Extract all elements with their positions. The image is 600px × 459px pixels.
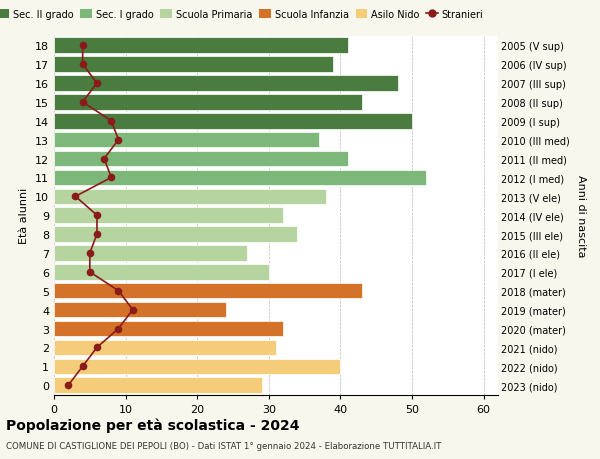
Bar	[54, 114, 412, 129]
Bar	[54, 378, 262, 393]
Text: Popolazione per età scolastica - 2024: Popolazione per età scolastica - 2024	[6, 418, 299, 432]
Bar	[54, 39, 347, 54]
Text: COMUNE DI CASTIGLIONE DEI PEPOLI (BO) - Dati ISTAT 1° gennaio 2024 - Elaborazion: COMUNE DI CASTIGLIONE DEI PEPOLI (BO) - …	[6, 441, 442, 450]
Bar	[54, 264, 269, 280]
Bar	[54, 246, 247, 261]
Bar	[54, 227, 298, 242]
Bar	[54, 95, 362, 111]
Bar	[54, 133, 319, 148]
Bar	[54, 283, 362, 299]
Bar	[54, 76, 398, 91]
Legend: Sec. II grado, Sec. I grado, Scuola Primaria, Scuola Infanzia, Asilo Nido, Stran: Sec. II grado, Sec. I grado, Scuola Prim…	[0, 6, 487, 23]
Bar	[54, 57, 333, 73]
Bar	[54, 340, 276, 355]
Y-axis label: Anni di nascita: Anni di nascita	[576, 174, 586, 257]
Bar	[54, 170, 427, 186]
Bar	[54, 302, 226, 318]
Bar	[54, 321, 283, 336]
Bar	[54, 359, 340, 374]
Bar	[54, 151, 347, 167]
Y-axis label: Età alunni: Età alunni	[19, 188, 29, 244]
Bar	[54, 208, 283, 224]
Bar	[54, 189, 326, 205]
